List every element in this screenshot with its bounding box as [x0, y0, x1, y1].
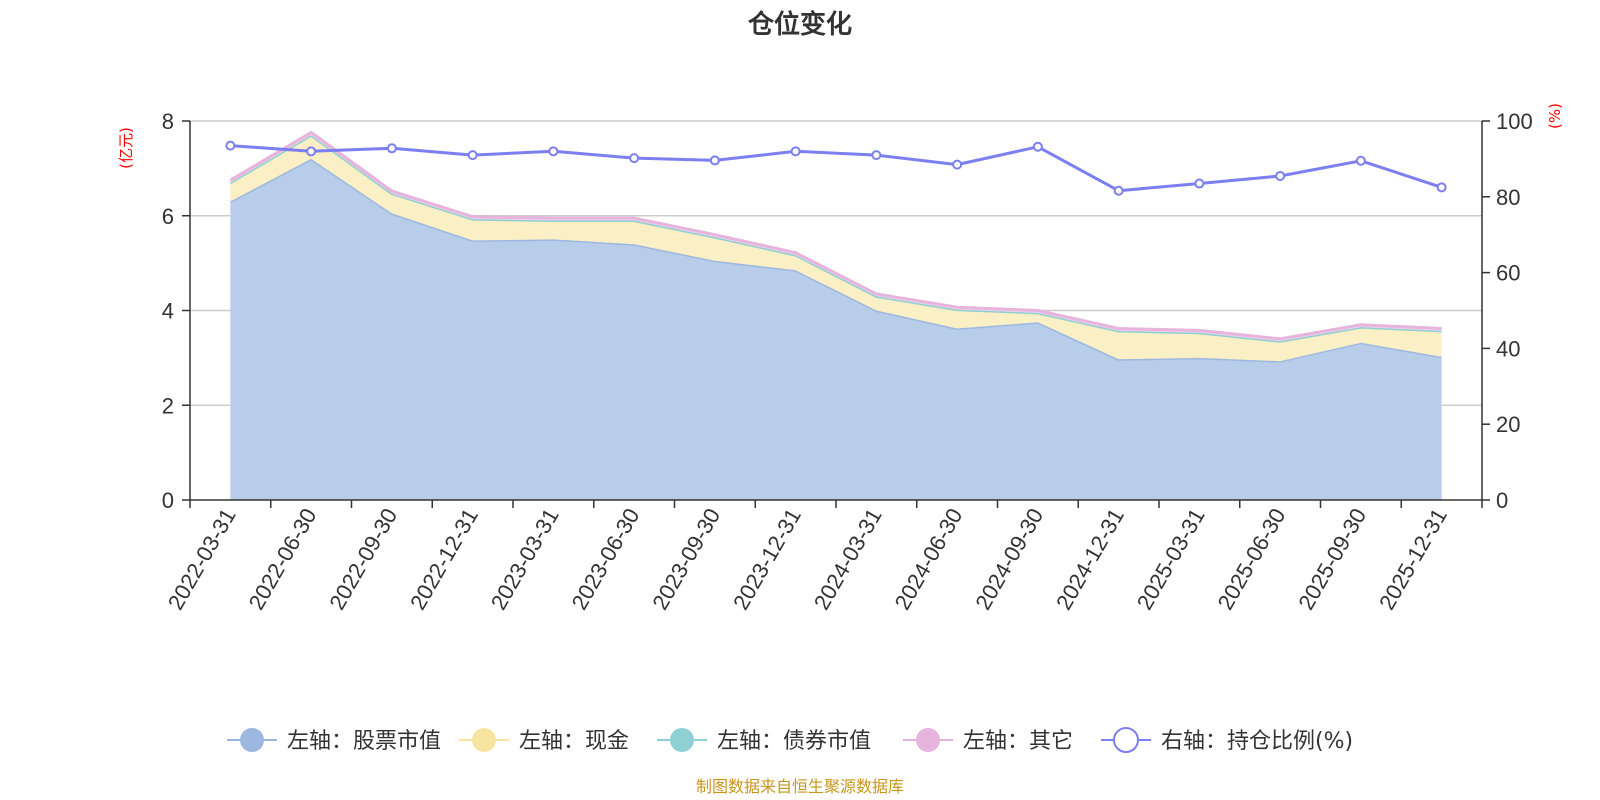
- ratio-point[interactable]: [306, 146, 317, 157]
- legend-label: 左轴：其它: [963, 729, 1073, 754]
- x-tick-label: 2023-12-31: [728, 504, 806, 614]
- legend-item[interactable]: 左轴：其它: [903, 728, 1073, 754]
- ratio-point[interactable]: [629, 153, 640, 164]
- right-axis-unit: (%): [1546, 103, 1564, 129]
- legend-label: 左轴：债券市值: [717, 729, 871, 754]
- ratio-point[interactable]: [709, 155, 720, 166]
- chart-title: 仓位变化: [747, 9, 852, 40]
- area-左轴：现金: [230, 135, 1442, 362]
- x-tick-label: 2024-06-30: [890, 504, 968, 614]
- right-tick-label: 80: [1496, 185, 1520, 210]
- left-tick-label: 8: [162, 109, 174, 134]
- legend-marker: [1113, 727, 1139, 753]
- ratio-point[interactable]: [225, 140, 236, 151]
- x-tick-label: 2023-09-30: [647, 504, 725, 614]
- x-tick-label: 2025-12-31: [1374, 504, 1452, 614]
- legend-item[interactable]: 右轴：持仓比例(%): [1101, 727, 1353, 754]
- x-tick-label: 2023-06-30: [567, 504, 645, 614]
- ratio-line: [230, 144, 1443, 193]
- legend-label: 右轴：持仓比例(%): [1161, 729, 1353, 754]
- right-tick-label: 60: [1496, 261, 1520, 286]
- source-note: 制图数据来自恒生聚源数据库: [696, 777, 904, 796]
- legend-label: 左轴：现金: [519, 729, 629, 754]
- left-tick-label: 4: [162, 299, 174, 324]
- legend-marker: [472, 728, 496, 752]
- x-tick-label: 2022-03-31: [163, 504, 241, 614]
- legend-item[interactable]: 左轴：债券市值: [657, 728, 871, 754]
- x-tick-label: 2024-09-30: [970, 504, 1048, 614]
- ratio-point[interactable]: [1275, 170, 1286, 181]
- x-tick-label: 2022-06-30: [244, 504, 322, 614]
- legend-marker: [670, 728, 694, 752]
- x-tick-label: 2022-12-31: [405, 504, 483, 614]
- legend: 左轴：股票市值 左轴：现金 左轴：债券市值 左轴：其它 右轴：持仓比例(%): [227, 727, 1353, 754]
- right-tick-label: 100: [1496, 109, 1533, 134]
- left-tick-label: 6: [162, 204, 174, 229]
- area-line-左轴：其它: [229, 130, 1442, 341]
- ratio-point[interactable]: [1194, 178, 1205, 189]
- left-tick-label: 0: [162, 488, 174, 513]
- ratio-point[interactable]: [1355, 155, 1366, 166]
- left-tick-label: 2: [162, 393, 174, 418]
- ratio-point[interactable]: [790, 146, 801, 157]
- ratio-point[interactable]: [1032, 141, 1043, 152]
- area-左轴：股票市值: [230, 158, 1442, 500]
- legend-item[interactable]: 左轴：现金: [459, 728, 629, 754]
- right-tick-label: 40: [1496, 336, 1520, 361]
- ratio-point[interactable]: [1113, 185, 1124, 196]
- stacked-areas: [229, 130, 1442, 500]
- x-tick-label: 2024-12-31: [1051, 504, 1129, 614]
- x-tick-label: 2025-09-30: [1293, 504, 1371, 614]
- legend-marker: [916, 728, 940, 752]
- ratio-point[interactable]: [952, 159, 963, 170]
- ratio-point[interactable]: [548, 146, 559, 157]
- x-tick-label: 2025-03-31: [1132, 504, 1210, 614]
- ratio-point[interactable]: [386, 143, 397, 154]
- right-tick-label: 20: [1496, 412, 1520, 437]
- x-tick-label: 2024-03-31: [809, 504, 887, 614]
- left-axis-unit: (亿元): [117, 127, 135, 169]
- x-tick-label: 2025-06-30: [1213, 504, 1291, 614]
- legend-label: 左轴：股票市值: [287, 729, 441, 754]
- ratio-point[interactable]: [871, 150, 882, 161]
- x-tick-label: 2023-03-31: [486, 504, 564, 614]
- ratio-point[interactable]: [467, 150, 478, 161]
- x-tick-label: 2022-09-30: [324, 504, 402, 614]
- ratio-point[interactable]: [1436, 182, 1447, 193]
- legend-marker: [240, 728, 264, 752]
- ratio-line-series: [225, 140, 1447, 196]
- legend-item[interactable]: 左轴：股票市值: [227, 728, 441, 754]
- right-tick-label: 0: [1496, 488, 1508, 513]
